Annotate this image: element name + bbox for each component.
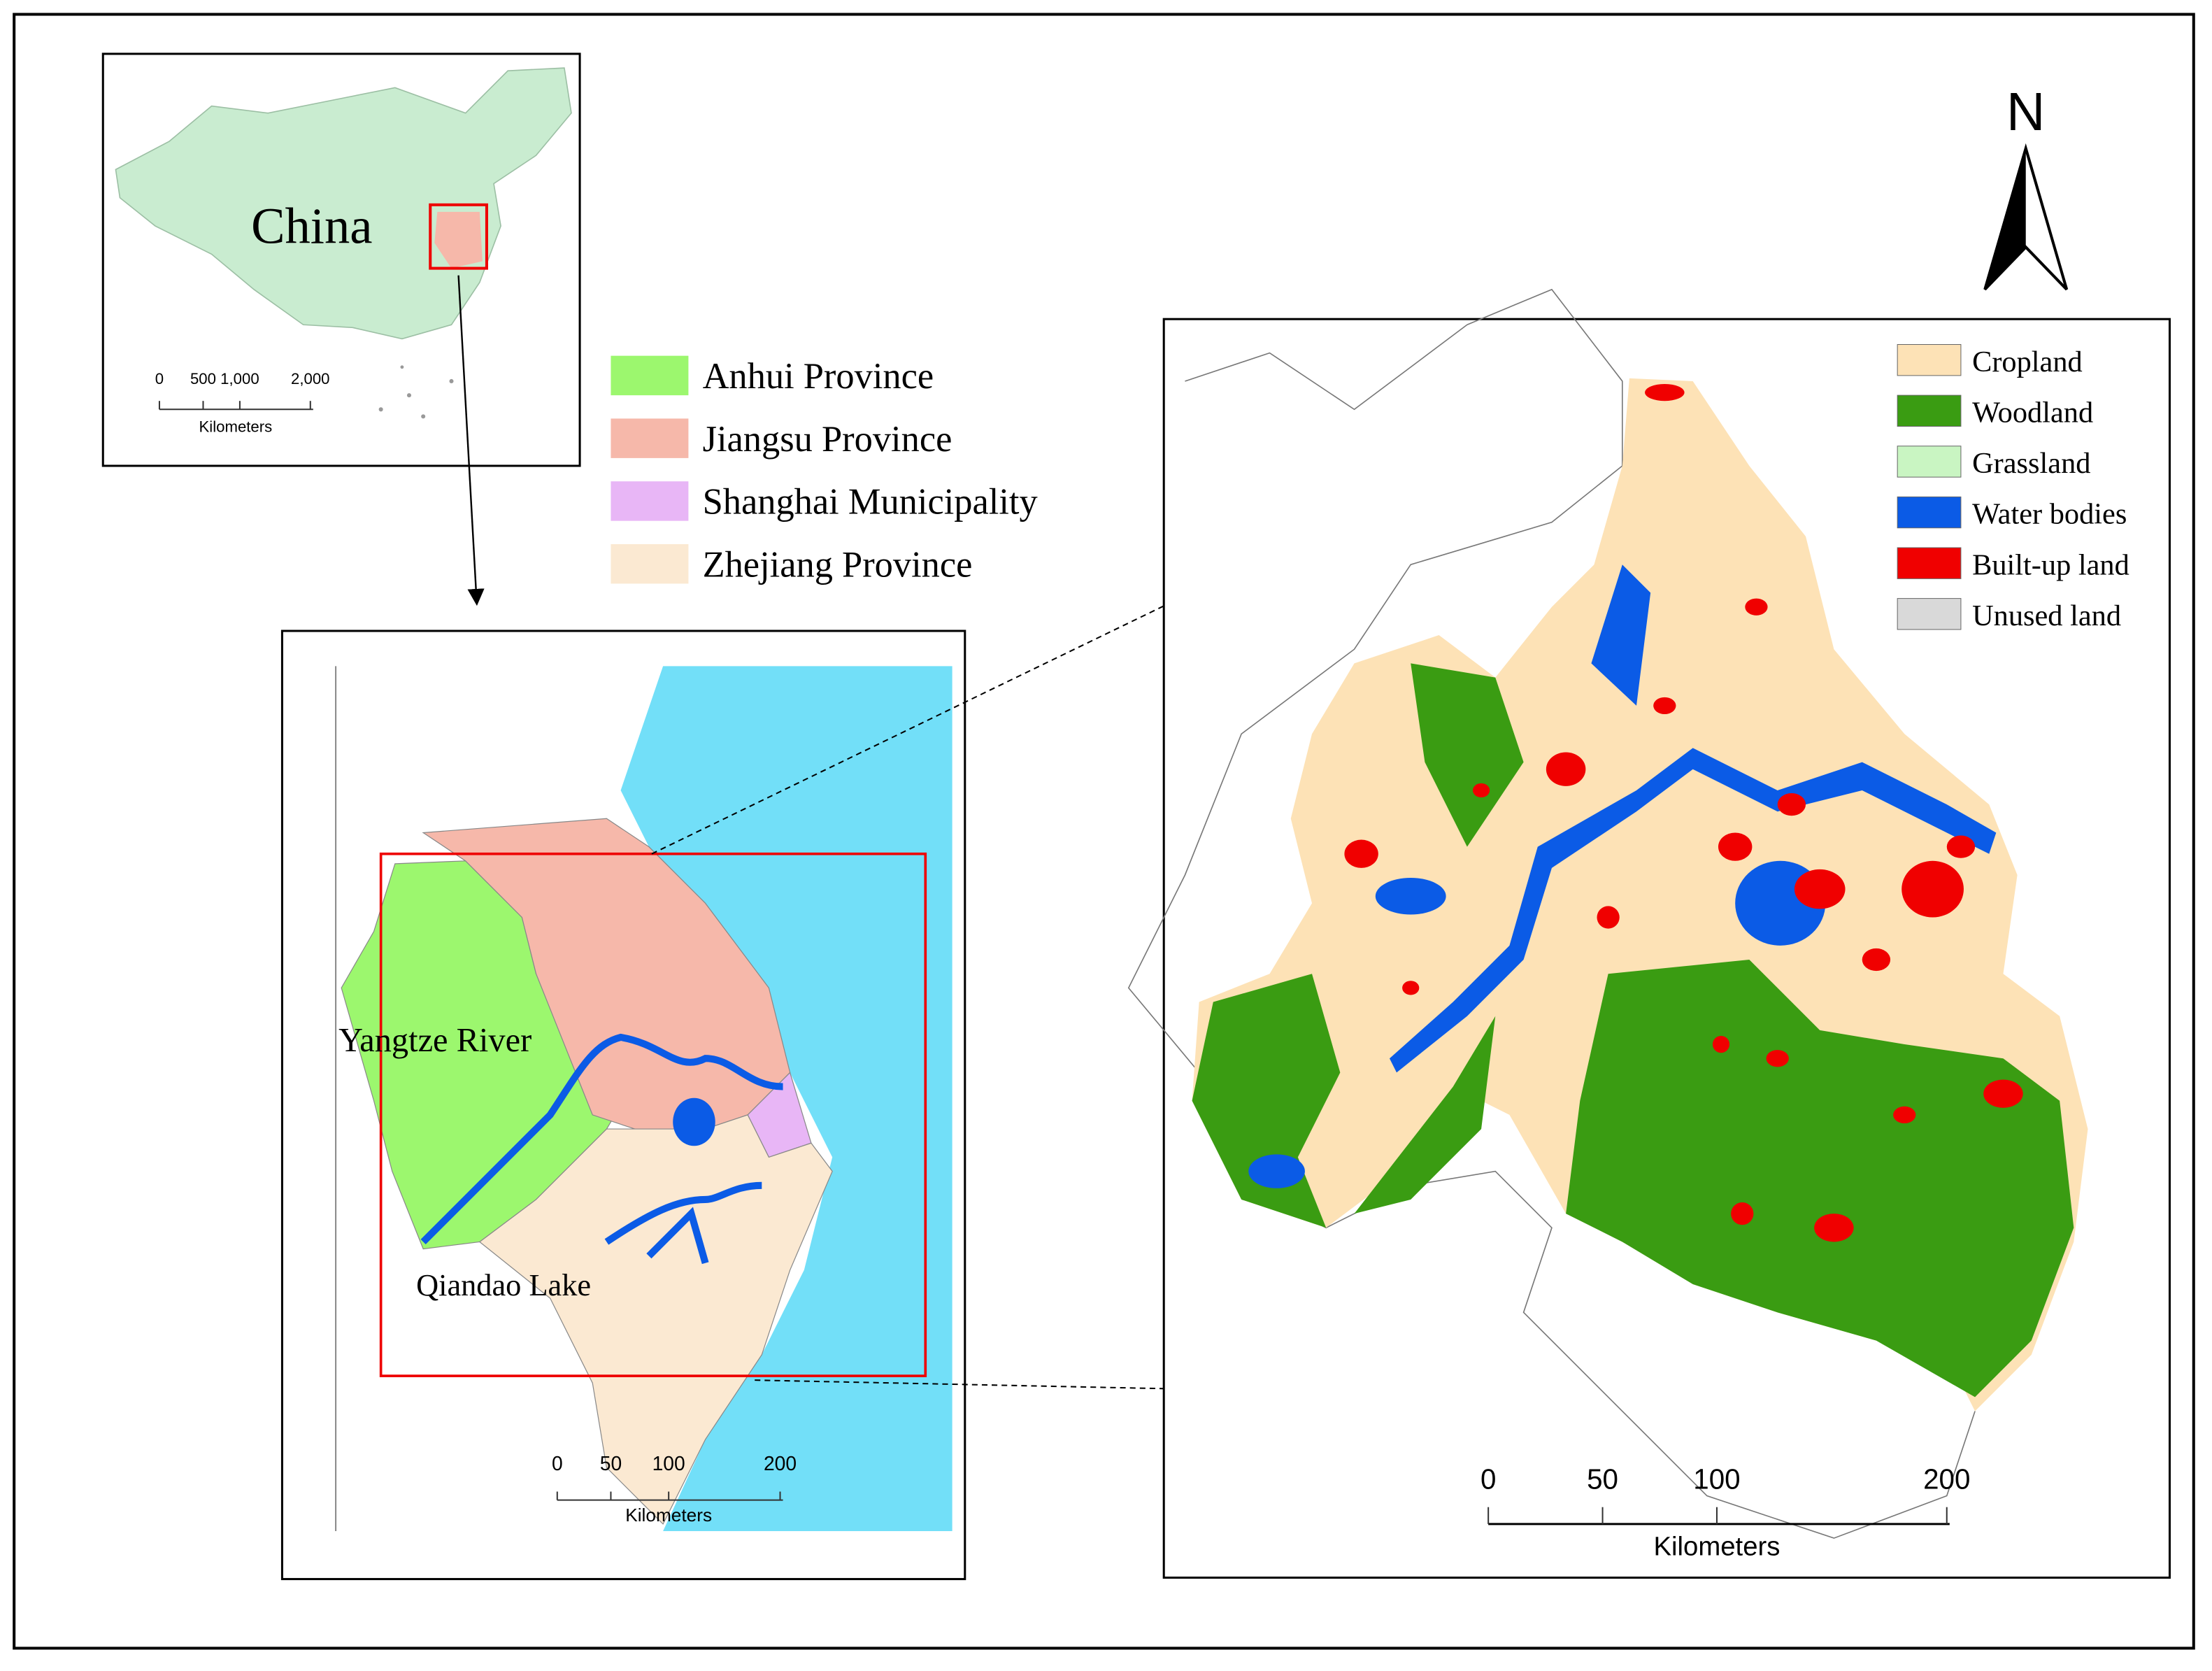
urban-patch — [1546, 752, 1586, 786]
scale-unit: Kilometers — [199, 418, 273, 436]
urban-patch — [1597, 906, 1620, 929]
china-inset: China 0 500 1,000 2,000 Kilometers — [101, 52, 581, 467]
legend-label: Anhui Province — [703, 356, 934, 397]
scale-label: 200 — [1923, 1463, 1970, 1495]
scale-label: 2,000 — [291, 370, 329, 387]
river-label: Yangtze River — [338, 1022, 531, 1059]
north-arrow: N — [1983, 83, 2069, 291]
urban-patch — [1814, 1214, 1854, 1242]
urban-patch — [1712, 1035, 1730, 1053]
scale-label: 100 — [1693, 1463, 1740, 1495]
urban-patch — [1901, 860, 1964, 918]
north-label: N — [2006, 83, 2045, 142]
land-use-map: Cropland Woodland Grassland Water bodies Bui… — [1127, 288, 2171, 1579]
legend-label: Grassland — [1972, 447, 2090, 480]
scale-unit: Kilometers — [1653, 1531, 1780, 1561]
arrow-fill — [1985, 148, 2026, 290]
country-label: China — [251, 197, 372, 254]
urban-patch — [1718, 832, 1753, 861]
urban-patch — [1766, 1050, 1789, 1067]
scale-label: 50 — [600, 1452, 622, 1474]
legend-swatch — [611, 355, 689, 396]
urban-patch — [1653, 697, 1676, 715]
scale-label: 0 — [155, 370, 164, 387]
built-up-land — [1344, 383, 2023, 1242]
scale-label: 0 — [552, 1452, 563, 1474]
legend-swatch — [1897, 496, 1962, 529]
legend-label: Jiangsu Province — [703, 419, 952, 460]
legend-swatch — [611, 418, 689, 458]
legend-label: Unused land — [1972, 599, 2121, 632]
scale-label: 0 — [1480, 1463, 1496, 1495]
woodland — [1192, 663, 2074, 1398]
scale-unit: Kilometers — [625, 1505, 712, 1526]
yangtze-river — [420, 1033, 783, 1265]
urban-patch — [1777, 792, 1806, 816]
urban-patch — [1731, 1202, 1754, 1225]
urban-patch — [1645, 383, 1685, 401]
scale-label: 1,000 — [220, 370, 259, 387]
legend-label: Cropland — [1972, 346, 2083, 378]
china-shape — [115, 67, 572, 340]
legend-swatch — [1897, 446, 1962, 478]
water-bodies — [1389, 564, 1997, 1073]
sea — [620, 666, 952, 1531]
islands — [378, 365, 454, 419]
urban-patch — [1745, 598, 1768, 616]
legend-label: Water bodies — [1972, 498, 2127, 531]
region-inset: Yangtze River Qiandao Lake 0 50 100 200 Kil… — [280, 630, 966, 1581]
legend-label: Zhejiang Province — [703, 544, 973, 585]
urban-patch — [1983, 1079, 2023, 1108]
scale-label: 500 — [190, 370, 216, 387]
urban-patch — [1472, 783, 1490, 798]
scale-label: 100 — [652, 1452, 685, 1474]
urban-patch — [1402, 981, 1420, 995]
legend-swatch — [611, 481, 689, 521]
urban-patch — [1344, 839, 1378, 868]
scale-label: 200 — [764, 1452, 797, 1474]
legend-swatch — [1897, 598, 1962, 630]
qiandao-lake — [1248, 1154, 1305, 1188]
legend-swatch — [1897, 547, 1962, 579]
urban-patch — [1893, 1106, 1916, 1124]
highlight-box — [429, 203, 488, 270]
taihu-lake — [673, 1097, 715, 1146]
province-legend: Anhui Province Jiangsu Province Shanghai M… — [611, 355, 1039, 585]
study-area — [434, 211, 483, 269]
arrow — [457, 275, 485, 606]
lake-label: Qiandao Lake — [416, 1267, 591, 1302]
legend-label: Shanghai Municipality — [703, 482, 1039, 522]
legend-label: Built-up land — [1972, 548, 2129, 581]
zhejiang — [478, 1114, 833, 1525]
urban-patch — [1862, 948, 1891, 972]
legend-swatch — [1897, 394, 1962, 427]
scale-label: 50 — [1587, 1463, 1618, 1495]
legend-swatch — [1897, 344, 1962, 376]
legend-swatch — [611, 543, 689, 584]
dashed-arrow — [651, 383, 1624, 855]
chaohu-lake — [1375, 878, 1446, 915]
urban-patch — [1946, 835, 1976, 858]
legend-label: Woodland — [1972, 396, 2093, 429]
urban-patch — [1794, 869, 1846, 909]
